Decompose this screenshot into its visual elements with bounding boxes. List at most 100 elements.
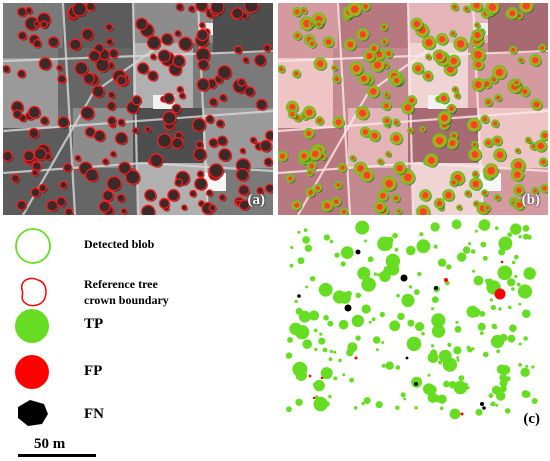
tree-crown-marker	[144, 126, 152, 133]
tp-blob	[355, 220, 370, 235]
tp-blob	[507, 278, 516, 287]
tree-crown-core	[542, 186, 547, 191]
tree-crown-marker	[239, 147, 246, 154]
tree-crown-marker	[238, 184, 250, 197]
tree-crown-core	[427, 156, 435, 164]
tp-blob	[313, 379, 325, 392]
tree-crown-core	[447, 65, 454, 73]
tp-blob	[334, 252, 340, 258]
tree-crown-marker	[208, 163, 224, 179]
tree-crown-marker	[56, 196, 67, 207]
tp-blob	[457, 252, 467, 262]
legend-tp-symbol	[15, 309, 49, 343]
tp-blob	[523, 336, 528, 341]
tree-crown-marker	[157, 49, 172, 63]
tp-blob	[320, 367, 333, 380]
tree-crown-core	[435, 136, 444, 145]
tp-blob	[313, 396, 328, 412]
tp-blob	[455, 320, 459, 324]
tree-crown-core	[471, 150, 479, 158]
tp-blob	[333, 376, 338, 381]
tp-blob	[449, 408, 461, 420]
tree-crown-core	[495, 68, 504, 77]
tp-blob	[377, 273, 380, 277]
tp-blob	[381, 363, 386, 368]
tp-blob	[327, 320, 334, 327]
tp-blob	[319, 332, 323, 336]
tp-blob	[433, 315, 437, 319]
tree-crown-core	[301, 8, 306, 13]
tree-crown-marker	[56, 64, 63, 72]
tp-blob	[303, 228, 308, 232]
panel-a-grayscale-image: (a)	[3, 3, 273, 215]
tree-crown-core	[522, 3, 531, 10]
tp-blob	[456, 356, 460, 359]
fp-blob	[444, 278, 448, 282]
tp-blob	[328, 394, 332, 399]
tree-crown-marker	[147, 70, 159, 82]
tp-blob	[308, 310, 320, 321]
tree-crown-core	[426, 55, 430, 59]
tree-crown-marker	[3, 64, 11, 74]
tp-blob	[396, 293, 400, 298]
tp-blob	[437, 258, 447, 267]
tree-crown-core	[347, 41, 354, 48]
tp-blob	[447, 342, 452, 347]
tp-blob	[438, 349, 452, 363]
tp-blob	[361, 277, 376, 292]
tree-crown-core	[279, 67, 284, 72]
grayscale-aerial-image	[3, 3, 273, 215]
tp-blob	[289, 326, 293, 330]
panel-b-label: (b)	[521, 192, 540, 208]
tree-crown-core	[366, 52, 373, 60]
tree-crown-core	[359, 31, 366, 38]
tree-crown-core	[511, 47, 516, 52]
tree-crown-marker	[57, 116, 70, 129]
tree-crown-marker	[108, 48, 119, 59]
tree-crown-core	[472, 180, 480, 188]
tp-blob	[339, 321, 347, 329]
tree-crown-core	[303, 19, 311, 28]
tree-crown-marker	[39, 116, 50, 126]
tree-crown-core	[466, 191, 470, 196]
tree-crown-core	[449, 106, 454, 112]
tree-crown-marker	[84, 168, 99, 183]
tree-crown-marker	[141, 204, 156, 215]
tp-blob	[417, 271, 422, 277]
fn-blob	[355, 249, 361, 255]
tree-crown-marker	[157, 133, 173, 149]
tree-crown-marker	[264, 130, 273, 141]
tp-blob	[517, 284, 533, 299]
tp-blob	[402, 294, 411, 303]
tp-blob	[329, 239, 334, 244]
tp-blob	[523, 267, 536, 280]
tp-blob	[430, 222, 440, 232]
tree-crown-core	[421, 127, 425, 131]
tree-crown-marker	[106, 176, 122, 192]
tp-blob	[518, 342, 522, 346]
tp-blob	[500, 365, 511, 375]
tp-blob	[479, 311, 486, 317]
tp-blob	[453, 380, 468, 395]
tree-crown-core	[373, 61, 382, 69]
tp-blob	[340, 246, 354, 259]
tp-blob	[414, 406, 418, 410]
tp-blob	[310, 276, 316, 282]
tree-crown-marker	[106, 100, 117, 111]
legend-fn-label: FN	[84, 406, 104, 422]
tp-blob	[361, 304, 371, 314]
tp-blob	[499, 374, 507, 382]
tp-blob	[431, 324, 446, 338]
tp-blob	[427, 373, 431, 377]
tp-blob	[338, 358, 342, 363]
tree-crown-core	[451, 31, 455, 36]
tree-crown-core	[414, 65, 421, 72]
tree-crown-marker	[74, 61, 89, 76]
tree-crown-core	[472, 142, 477, 147]
tree-crown-marker	[144, 189, 157, 202]
tree-crown-marker	[263, 157, 273, 167]
fn-blob	[482, 406, 486, 410]
tree-crown-core	[325, 39, 332, 45]
tree-crown-core	[363, 4, 368, 9]
tree-crown-core	[516, 202, 523, 208]
